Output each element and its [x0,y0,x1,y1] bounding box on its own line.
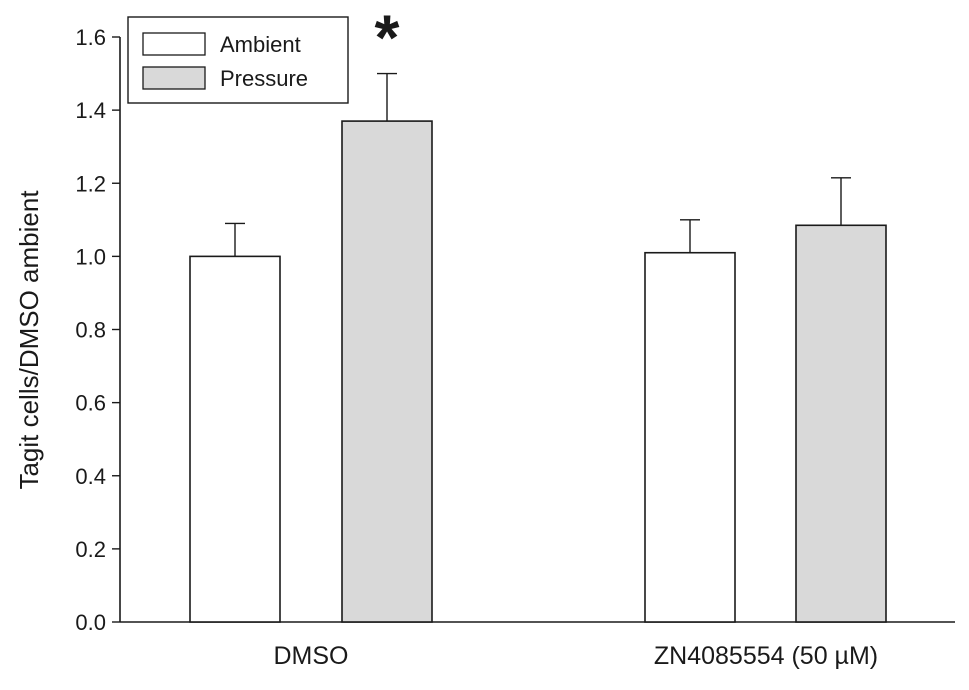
x-category-label: DMSO [274,642,349,670]
x-category-label: ZN4085554 (50 µM) [654,642,878,670]
y-tick-label: 1.4 [75,98,106,123]
bar-ambient-2 [644,251,736,623]
y-tick-label: 0.6 [75,391,106,416]
bar-pressure-1 [341,120,433,623]
legend-label-ambient: Ambient [220,32,301,57]
y-tick-label: 0.0 [75,610,106,635]
y-tick-label: 0.2 [75,537,106,562]
legend-label-pressure: Pressure [220,66,308,91]
y-tick-label: 1.0 [75,244,106,269]
y-tick-label: 1.6 [75,25,106,50]
y-tick-label: 0.8 [75,318,106,343]
bar-pressure-2 [795,224,887,623]
significance-asterisk: * [375,2,400,74]
legend-swatch-pressure [142,66,206,90]
bar-ambient-1 [189,255,281,623]
y-tick-label: 0.4 [75,464,106,489]
legend-swatch-ambient [142,32,206,56]
y-axis-title: Tagit cells/DMSO ambient [14,190,44,490]
legend: Ambient Pressure [127,16,349,104]
y-tick-label: 1.2 [75,171,106,196]
